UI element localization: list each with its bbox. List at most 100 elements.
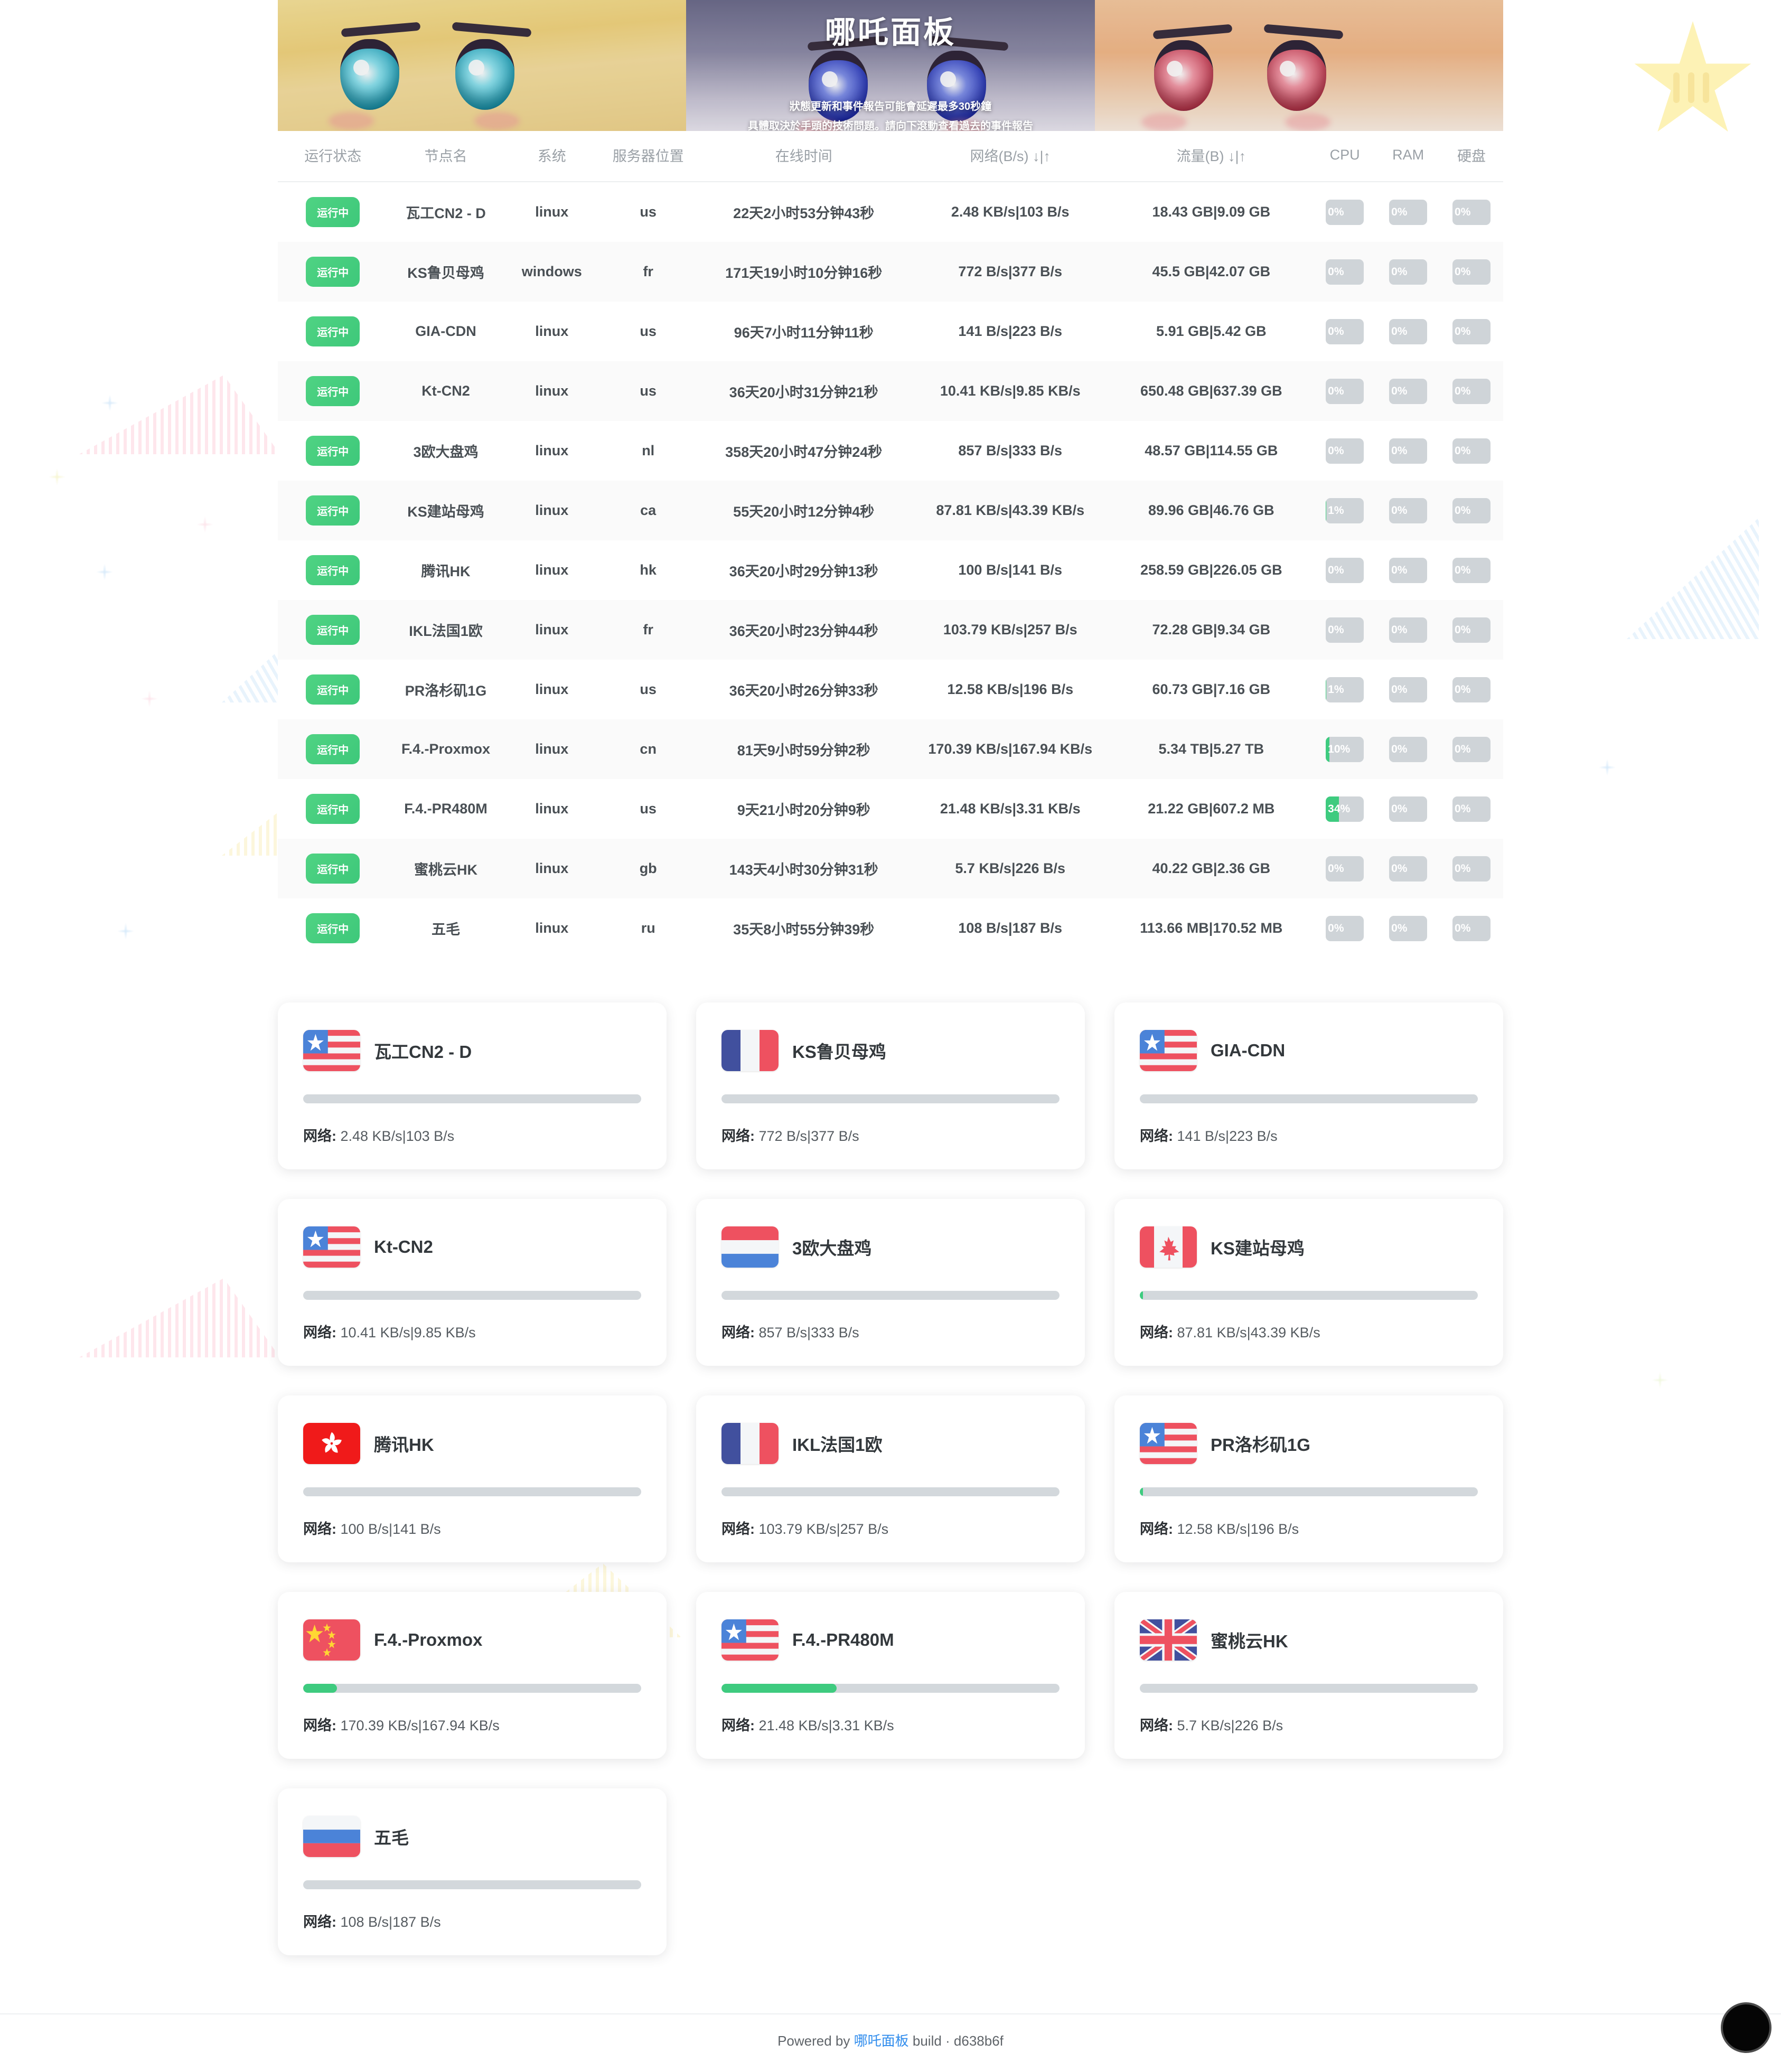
card-network-text: 网络: 772 B/s|377 B/s — [721, 1128, 859, 1144]
node-card[interactable]: GIA-CDN 网络: 141 B/s|223 B/s — [1114, 1002, 1503, 1169]
table-row[interactable]: 运行中 PR洛杉矶1G linux us 36天20小时26分钟33秒 12.5… — [278, 660, 1503, 719]
footer-brand-link[interactable]: 哪吒面板 — [854, 2033, 909, 2049]
disk-meter: 0% — [1452, 915, 1491, 941]
node-card[interactable]: PR洛杉矶1G 网络: 12.58 KB/s|196 B/s — [1114, 1395, 1503, 1562]
cell-node-name[interactable]: Kt-CN2 — [421, 383, 470, 399]
cell-node-name[interactable]: IKL法国1欧 — [409, 623, 483, 639]
table-row[interactable]: 运行中 腾讯HK linux hk 36天20小时29分钟13秒 100 B/s… — [278, 540, 1503, 600]
table-row[interactable]: 运行中 瓦工CN2 - D linux us 22天2小时53分钟43秒 2.4… — [278, 182, 1503, 242]
cell-node-name[interactable]: 腾讯HK — [421, 564, 471, 579]
column-header-network[interactable]: 网络(B/s) ↓|↑ — [911, 131, 1110, 182]
node-card[interactable]: F.4.-Proxmox 网络: 170.39 KB/s|167.94 KB/s — [278, 1592, 667, 1759]
node-card[interactable]: IKL法国1欧 网络: 103.79 KB/s|257 B/s — [696, 1395, 1085, 1562]
table-row[interactable]: 运行中 五毛 linux ru 35天8小时55分钟39秒 108 B/s|18… — [278, 898, 1503, 958]
table-row[interactable]: 运行中 F.4.-PR480M linux us 9天21小时20分钟9秒 21… — [278, 779, 1503, 839]
node-card[interactable]: 五毛 网络: 108 B/s|187 B/s — [278, 1788, 667, 1955]
cell-network: 12.58 KB/s|196 B/s — [947, 681, 1074, 697]
triangle-decoration — [79, 1278, 280, 1357]
table-row[interactable]: 运行中 3欧大盘鸡 linux nl 358天20小时47分钟24秒 857 B… — [278, 421, 1503, 481]
cell-location: us — [640, 383, 657, 399]
card-node-name: PR洛杉矶1G — [1211, 1435, 1310, 1455]
column-header-disk[interactable]: 硬盘 — [1440, 131, 1503, 182]
cell-node-name[interactable]: PR洛杉矶1G — [405, 683, 487, 699]
disk-meter: 0% — [1452, 677, 1491, 702]
node-card[interactable]: KS鲁贝母鸡 网络: 772 B/s|377 B/s — [696, 1002, 1085, 1169]
column-header-uptime[interactable]: 在线时间 — [696, 131, 912, 182]
table-header-row: 运行状态 节点名 系统 服务器位置 在线时间 网络(B/s) ↓|↑ 流量(B)… — [278, 131, 1503, 182]
cell-status: 运行中 — [278, 421, 388, 481]
card-network-text: 网络: 100 B/s|141 B/s — [303, 1521, 441, 1537]
node-card[interactable]: 腾讯HK 网络: 100 B/s|141 B/s — [278, 1395, 667, 1562]
card-usage-bar — [303, 1094, 641, 1103]
table-row[interactable]: 运行中 F.4.-Proxmox linux cn 81天9小时59分钟2秒 1… — [278, 719, 1503, 779]
cell-uptime: 36天20小时31分钟21秒 — [729, 385, 878, 400]
table-row[interactable]: 运行中 KS鲁贝母鸡 windows fr 171天19小时10分钟16秒 77… — [278, 242, 1503, 302]
table-row[interactable]: 运行中 KS建站母鸡 linux ca 55天20小时12分钟4秒 87.81 … — [278, 481, 1503, 540]
ram-meter: 0% — [1389, 199, 1428, 225]
cell-os: linux — [535, 860, 569, 876]
floating-action-button[interactable] — [1721, 2002, 1771, 2053]
node-card[interactable]: 蜜桃云HK 网络: 5.7 KB/s|226 B/s — [1114, 1592, 1503, 1759]
card-network-text: 网络: 108 B/s|187 B/s — [303, 1914, 441, 1930]
cell-disk: 0% — [1440, 421, 1503, 481]
node-card[interactable]: KS建站母鸡 网络: 87.81 KB/s|43.39 KB/s — [1114, 1199, 1503, 1366]
table-row[interactable]: 运行中 蜜桃云HK linux gb 143天4小时30分钟31秒 5.7 KB… — [278, 839, 1503, 898]
cell-status: 运行中 — [278, 481, 388, 540]
cell-disk: 0% — [1440, 481, 1503, 540]
cell-location: fr — [643, 264, 653, 279]
cell-node-name[interactable]: 瓦工CN2 - D — [406, 205, 486, 221]
table-row[interactable]: 运行中 IKL法国1欧 linux fr 36天20小时23分钟44秒 103.… — [278, 600, 1503, 660]
cell-node-name[interactable]: 五毛 — [432, 922, 460, 937]
node-card[interactable]: Kt-CN2 网络: 10.41 KB/s|9.85 KB/s — [278, 1199, 667, 1366]
cell-network: 87.81 KB/s|43.39 KB/s — [936, 502, 1085, 518]
table-row[interactable]: 运行中 Kt-CN2 linux us 36天20小时31分钟21秒 10.41… — [278, 361, 1503, 421]
node-card[interactable]: 3欧大盘鸡 网络: 857 B/s|333 B/s — [696, 1199, 1085, 1366]
cell-network: 10.41 KB/s|9.85 KB/s — [940, 383, 1081, 399]
cpu-meter: 10% — [1326, 736, 1364, 762]
cell-traffic: 40.22 GB|2.36 GB — [1152, 860, 1271, 876]
cell-location: us — [640, 681, 657, 697]
cpu-meter: 0% — [1326, 617, 1364, 643]
card-node-name: GIA-CDN — [1211, 1040, 1286, 1060]
cell-ram: 0% — [1376, 182, 1440, 242]
cell-node-name[interactable]: 蜜桃云HK — [414, 862, 477, 878]
node-card[interactable]: 瓦工CN2 - D 网络: 2.48 KB/s|103 B/s — [278, 1002, 667, 1169]
cell-traffic: 60.73 GB|7.16 GB — [1152, 681, 1271, 697]
cell-node-name[interactable]: KS建站母鸡 — [407, 504, 484, 520]
cell-location: gb — [639, 860, 657, 876]
flag-us-icon — [303, 1030, 360, 1071]
cell-node-name[interactable]: F.4.-PR480M — [404, 801, 488, 817]
status-badge: 运行中 — [306, 615, 360, 645]
cell-disk: 0% — [1440, 898, 1503, 958]
cell-disk: 0% — [1440, 839, 1503, 898]
cell-os: linux — [535, 681, 569, 697]
column-header-os[interactable]: 系统 — [503, 131, 600, 182]
cell-uptime: 36天20小时23分钟44秒 — [729, 623, 878, 639]
disk-meter: 0% — [1452, 498, 1491, 523]
card-header: 3欧大盘鸡 — [721, 1226, 1060, 1268]
column-header-traffic[interactable]: 流量(B) ↓|↑ — [1109, 131, 1314, 182]
banner-overlay — [278, 0, 1503, 131]
cell-status: 运行中 — [278, 839, 388, 898]
cell-node-name[interactable]: KS鲁贝母鸡 — [407, 265, 484, 281]
card-node-name: F.4.-Proxmox — [374, 1630, 483, 1649]
column-header-name[interactable]: 节点名 — [388, 131, 504, 182]
column-header-location[interactable]: 服务器位置 — [599, 131, 697, 182]
cell-status: 运行中 — [278, 660, 388, 719]
node-card[interactable]: F.4.-PR480M 网络: 21.48 KB/s|3.31 KB/s — [696, 1592, 1085, 1759]
cell-disk: 0% — [1440, 540, 1503, 600]
column-header-ram[interactable]: RAM — [1376, 131, 1440, 182]
cell-node-name[interactable]: GIA-CDN — [415, 323, 476, 339]
ram-meter: 0% — [1389, 557, 1428, 583]
header-banner: 哪吒面板 狀態更新和事件報告可能會延遲最多30秒鐘 具體取決於手頭的技術問題。請… — [278, 0, 1503, 131]
column-header-status[interactable]: 运行状态 — [278, 131, 388, 182]
cpu-meter: 0% — [1326, 318, 1364, 344]
card-header: 蜜桃云HK — [1140, 1619, 1478, 1661]
table-row[interactable]: 运行中 GIA-CDN linux us 96天7小时11分钟11秒 141 B… — [278, 302, 1503, 361]
node-cards-grid: 瓦工CN2 - D 网络: 2.48 KB/s|103 B/s KS鲁贝母鸡 网… — [278, 1002, 1503, 1955]
cell-node-name[interactable]: F.4.-Proxmox — [401, 741, 491, 757]
column-header-cpu[interactable]: CPU — [1313, 131, 1377, 182]
cell-node-name[interactable]: 3欧大盘鸡 — [413, 444, 479, 460]
status-badge: 运行中 — [306, 794, 360, 824]
